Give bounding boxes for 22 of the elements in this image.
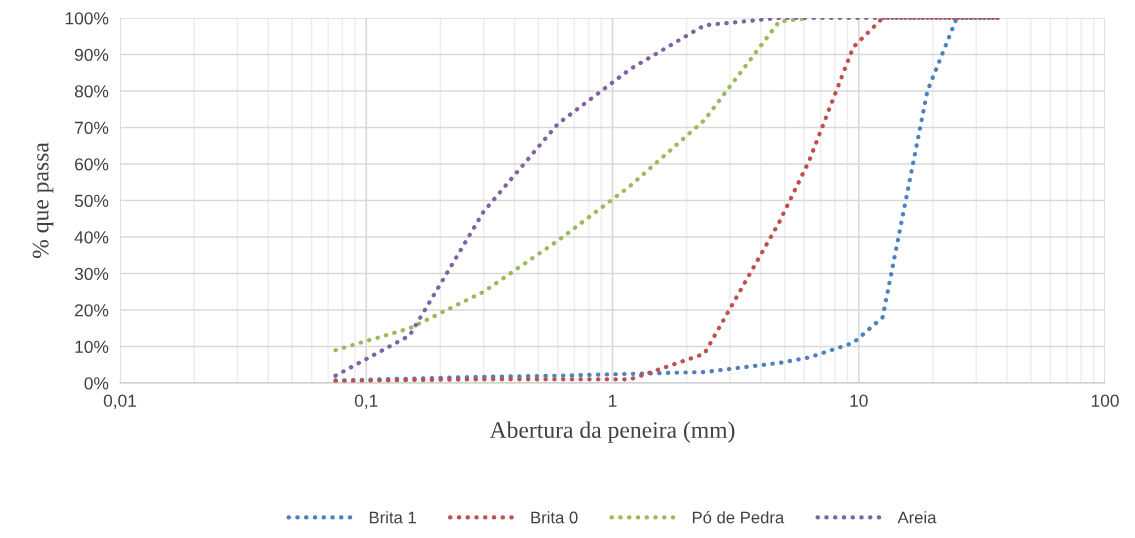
x-axis-title: Abertura da peneira (mm) — [489, 421, 735, 443]
y-tick-label: 100% — [65, 12, 109, 25]
y-tick-label: 90% — [74, 48, 109, 61]
x-tick-label: 10 — [850, 394, 868, 407]
y-tick-label: 70% — [75, 121, 109, 134]
x-tick-label: 0,01 — [103, 394, 137, 409]
y-axis-title: % que passa — [32, 142, 54, 259]
x-tick-label: 100 — [1091, 394, 1119, 407]
legend-label: Pó de Pedra — [692, 510, 785, 524]
y-tick-label: 40% — [74, 231, 109, 244]
y-tick-label: 30% — [74, 267, 109, 280]
y-tick-label: 20% — [75, 304, 109, 317]
x-tick-label: 1 — [609, 394, 617, 407]
y-tick-label: 60% — [75, 158, 109, 171]
y-tick-label: 0% — [84, 377, 109, 390]
legend-label: Brita 0 — [531, 511, 578, 524]
y-tick-label: 50% — [74, 194, 109, 207]
y-tick-label: 80% — [74, 85, 109, 98]
y-tick-label: 10% — [75, 340, 109, 353]
x-tick-label: 0,1 — [354, 394, 378, 409]
legend-label: Areia — [897, 511, 937, 524]
legend-label: Brita 1 — [369, 511, 416, 524]
